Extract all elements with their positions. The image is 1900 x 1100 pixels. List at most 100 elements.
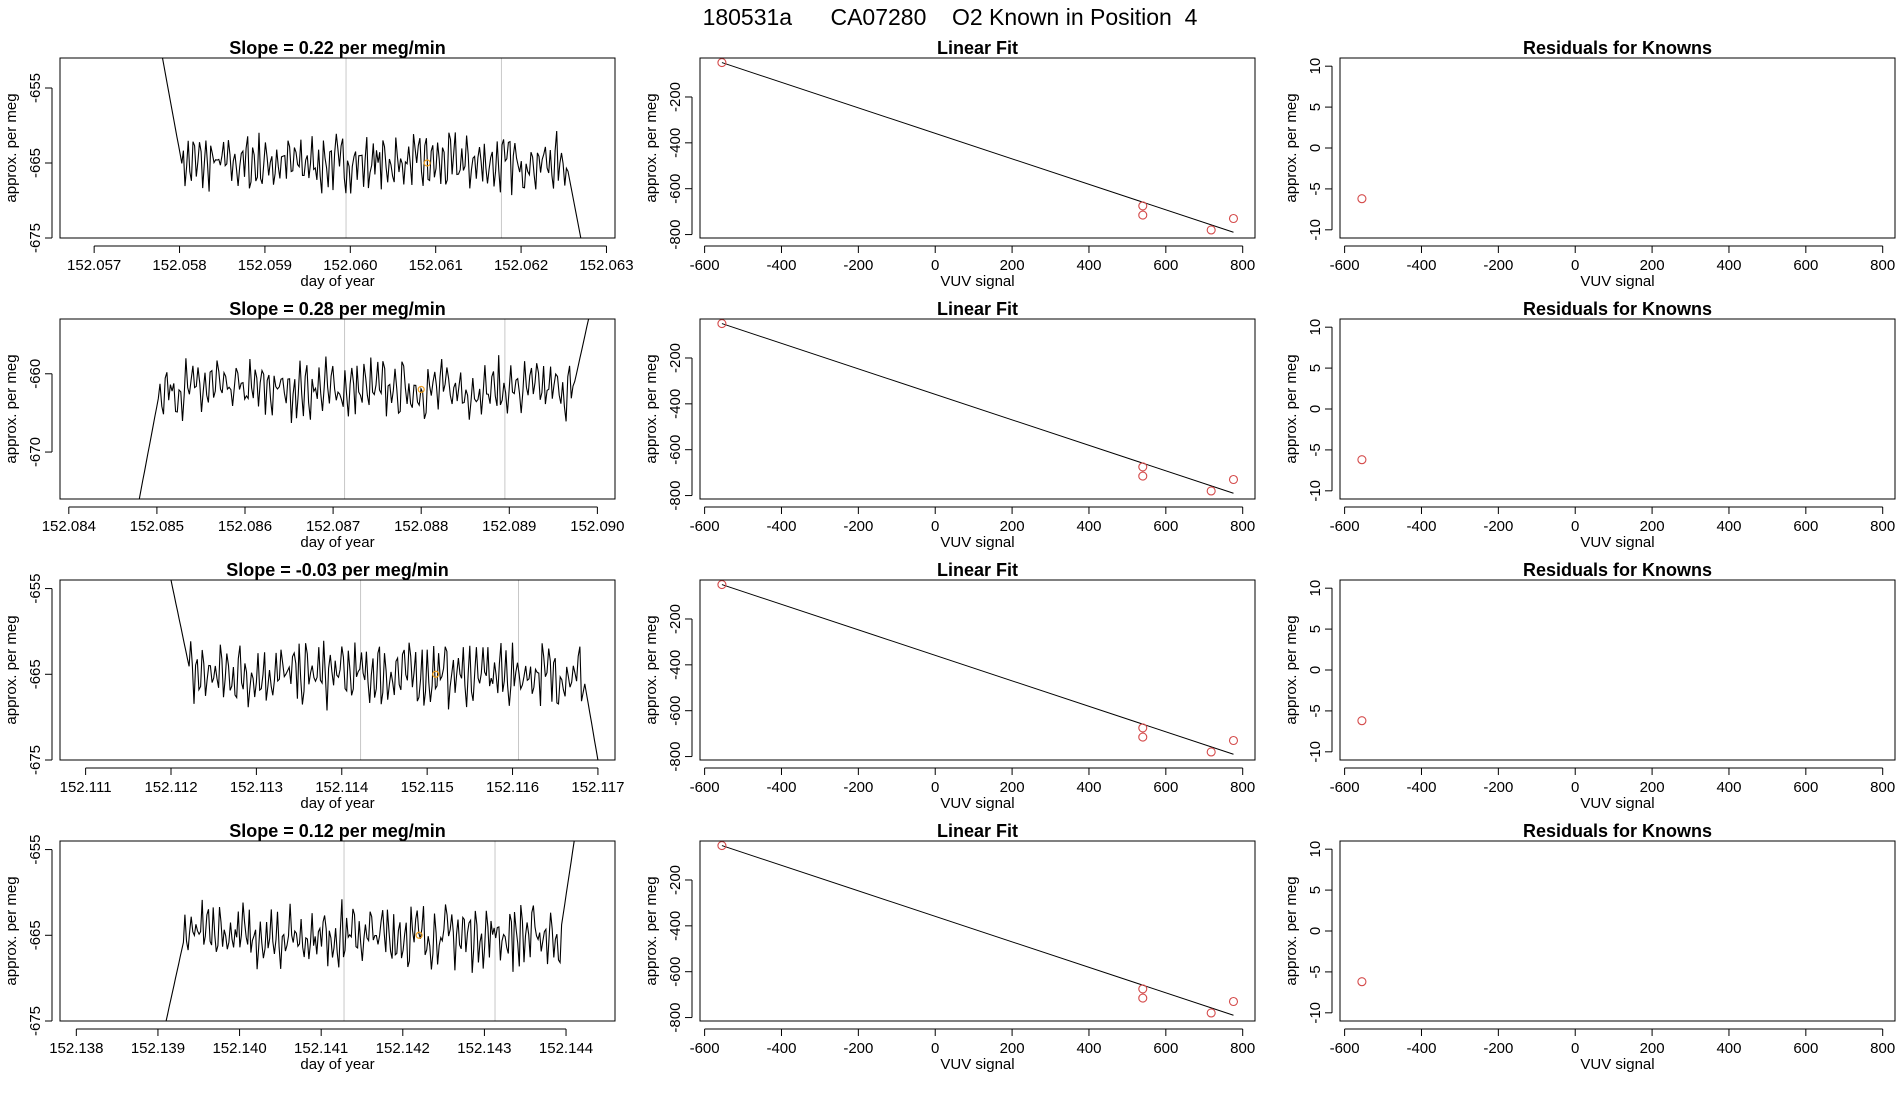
x-tick-label: -200 xyxy=(843,257,873,274)
plot-frame xyxy=(699,318,1256,500)
x-tick-label: 600 xyxy=(1793,1040,1818,1057)
x-tick-label: 152.063 xyxy=(579,257,633,274)
data-point xyxy=(717,841,727,851)
x-tick-label: 152.057 xyxy=(67,257,121,274)
x-tick-label: -200 xyxy=(1483,779,1513,796)
x-tick-label: 152.061 xyxy=(409,257,463,274)
fit-line xyxy=(721,323,1234,494)
data-point xyxy=(717,580,727,590)
y-tick-label: -655 xyxy=(27,73,44,103)
x-tick-label: 800 xyxy=(1870,257,1895,274)
panel-title: Residuals for Knowns xyxy=(1523,38,1712,58)
plot-frame xyxy=(699,57,1256,239)
x-tick-label: 200 xyxy=(1000,779,1025,796)
x-tick-label: 152.084 xyxy=(42,518,96,535)
x-tick-label: -400 xyxy=(1406,779,1436,796)
x-tick-label: 400 xyxy=(1716,779,1741,796)
data-point xyxy=(1228,474,1239,485)
panel-linear-fit-row-2: Linear Fit -600 -400 -200 0 200 400 600 800 VUV s… xyxy=(643,299,1256,551)
x-tick-label: 200 xyxy=(1640,779,1665,796)
x-axis-label: VUV signal xyxy=(1580,795,1654,812)
x-tick-label: 152.114 xyxy=(315,779,368,796)
y-tick-label: 5 xyxy=(1307,886,1324,894)
x-tick-label: 800 xyxy=(1230,779,1255,796)
plot-frame xyxy=(1339,318,1896,500)
y-tick-label: -670 xyxy=(27,437,44,467)
panel-title: Slope = 0.12 per meg/min xyxy=(229,821,446,841)
y-tick-label: -600 xyxy=(667,696,684,726)
x-axis-label: VUV signal xyxy=(1580,273,1654,290)
x-tick-label: 800 xyxy=(1230,518,1255,535)
panel-linear-fit-row-4: Linear Fit -600 -400 -200 0 200 400 600 800 VUV s… xyxy=(643,821,1256,1073)
x-tick-label: 600 xyxy=(1153,779,1178,796)
panel-residuals-row-2: Residuals for Knowns -600 -400 -200 0 200 400 6… xyxy=(1283,299,1896,551)
x-tick-label: 152.059 xyxy=(238,257,292,274)
x-tick-label: 152.058 xyxy=(152,257,206,274)
x-tick-label: 152.090 xyxy=(570,518,624,535)
y-tick-label: -660 xyxy=(27,359,44,389)
y-tick-label: -655 xyxy=(27,835,44,865)
x-tick-label: 400 xyxy=(1076,779,1101,796)
y-tick-label: -5 xyxy=(1307,965,1324,978)
panel-residuals-row-3: Residuals for Knowns -600 -400 -200 0 200 400 6… xyxy=(1283,560,1896,812)
data-point xyxy=(1138,723,1148,733)
panel-residuals-row-1: Residuals for Knowns -600 -400 -200 0 200 400 6… xyxy=(1283,38,1896,290)
highlight-point xyxy=(415,931,423,939)
y-tick-label: 0 xyxy=(1307,927,1324,935)
data-point xyxy=(1357,194,1367,204)
data-point xyxy=(1138,210,1148,220)
panel-time-series-row-2: Slope = 0.28 per meg/min 152.084 152.085 15… xyxy=(3,299,624,551)
cylinder-id: CA07280 xyxy=(830,4,927,30)
y-tick-label: -600 xyxy=(667,435,684,465)
y-axis-label: approx. per meg xyxy=(1283,615,1300,724)
y-tick-label: -400 xyxy=(667,389,684,419)
data-point xyxy=(1228,996,1239,1007)
x-tick-label: 152.086 xyxy=(218,518,272,535)
x-axis-label: VUV signal xyxy=(1580,1056,1654,1073)
x-tick-label: -200 xyxy=(843,1040,873,1057)
data-point xyxy=(1228,735,1239,746)
y-tick-label: -400 xyxy=(667,911,684,941)
x-tick-label: 0 xyxy=(931,257,939,274)
x-tick-label: 0 xyxy=(1571,1040,1579,1057)
x-tick-label: 600 xyxy=(1153,1040,1178,1057)
y-tick-label: -5 xyxy=(1307,443,1324,456)
highlight-point xyxy=(432,670,440,678)
x-tick-label: 152.112 xyxy=(144,779,197,796)
panel-title: Slope = -0.03 per meg/min xyxy=(226,560,449,580)
x-tick-label: 800 xyxy=(1870,518,1895,535)
plot-frame xyxy=(59,579,616,761)
data-series-line xyxy=(170,580,599,760)
y-tick-label: -200 xyxy=(667,604,684,634)
x-tick-label: -600 xyxy=(690,1040,720,1057)
x-tick-label: 200 xyxy=(1640,1040,1665,1057)
x-tick-label: -600 xyxy=(1330,257,1360,274)
y-tick-label: -400 xyxy=(667,650,684,680)
x-tick-label: 400 xyxy=(1716,518,1741,535)
x-axis-label: day of year xyxy=(300,534,374,551)
x-axis-label: VUV signal xyxy=(940,534,1014,551)
data-point xyxy=(1138,201,1148,211)
x-tick-label: 152.113 xyxy=(230,779,283,796)
y-tick-label: -665 xyxy=(27,148,44,178)
x-tick-label: -400 xyxy=(1406,1040,1436,1057)
x-tick-label: 0 xyxy=(931,518,939,535)
fit-line xyxy=(721,845,1234,1016)
data-point xyxy=(1357,977,1367,987)
panel-time-series-row-4: Slope = 0.12 per meg/min 152.138 152.139 15… xyxy=(3,821,616,1073)
plot-frame xyxy=(1339,57,1896,239)
x-tick-label: 152.087 xyxy=(306,518,360,535)
x-tick-label: 152.111 xyxy=(60,779,112,796)
plot-frame xyxy=(699,840,1256,1022)
highlight-point xyxy=(417,385,425,394)
figure-title: 180531a CA07280 O2 Known in Position 4 xyxy=(0,4,1900,31)
x-tick-label: 152.142 xyxy=(376,1040,430,1057)
x-tick-label: 600 xyxy=(1793,257,1818,274)
y-axis-label: approx. per meg xyxy=(643,876,660,985)
panel-linear-fit-row-1: Linear Fit -600 -400 -200 0 200 400 600 800 VUV s… xyxy=(643,38,1256,290)
x-tick-label: 400 xyxy=(1076,1040,1101,1057)
x-axis-label: day of year xyxy=(300,273,374,290)
x-tick-label: 600 xyxy=(1153,518,1178,535)
y-tick-label: -800 xyxy=(667,742,684,772)
